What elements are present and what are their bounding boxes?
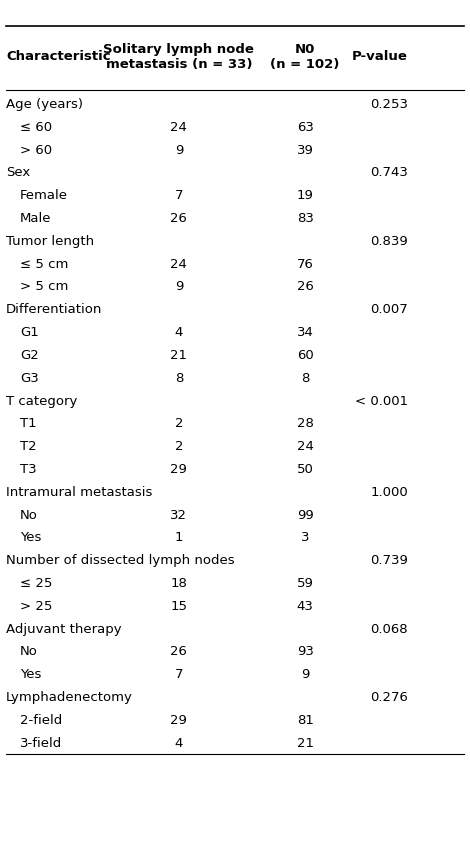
Text: 34: 34	[297, 326, 313, 339]
Text: 93: 93	[297, 645, 313, 658]
Text: 50: 50	[297, 462, 313, 475]
Text: 9: 9	[301, 668, 309, 681]
Text: 28: 28	[297, 417, 313, 430]
Text: T2: T2	[20, 439, 37, 453]
Text: 0.743: 0.743	[370, 166, 408, 179]
Text: N0
(n = 102): N0 (n = 102)	[270, 43, 340, 71]
Text: 0.253: 0.253	[370, 98, 408, 111]
Text: Lymphadenectomy: Lymphadenectomy	[6, 690, 133, 703]
Text: 3: 3	[301, 531, 309, 543]
Text: 3-field: 3-field	[20, 736, 63, 749]
Text: 2-field: 2-field	[20, 713, 63, 726]
Text: 0.839: 0.839	[370, 235, 408, 247]
Text: 76: 76	[297, 258, 313, 270]
Text: 24: 24	[297, 439, 313, 453]
Text: ≤ 5 cm: ≤ 5 cm	[20, 258, 69, 270]
Text: > 5 cm: > 5 cm	[20, 280, 69, 293]
Text: 26: 26	[171, 212, 188, 224]
Text: 8: 8	[175, 371, 183, 384]
Text: G1: G1	[20, 326, 39, 339]
Text: Intramural metastasis: Intramural metastasis	[6, 485, 152, 498]
Text: < 0.001: < 0.001	[355, 394, 408, 407]
Text: G3: G3	[20, 371, 39, 384]
Text: 1.000: 1.000	[370, 485, 408, 498]
Text: Tumor length: Tumor length	[6, 235, 94, 247]
Text: 0.007: 0.007	[370, 303, 408, 316]
Text: 26: 26	[297, 280, 313, 293]
Text: 26: 26	[171, 645, 188, 658]
Text: 0.276: 0.276	[370, 690, 408, 703]
Text: Age (years): Age (years)	[6, 98, 83, 111]
Text: No: No	[20, 645, 38, 658]
Text: 2: 2	[175, 439, 183, 453]
Text: Yes: Yes	[20, 531, 41, 543]
Text: 7: 7	[175, 189, 183, 202]
Text: 60: 60	[297, 349, 313, 362]
Text: Female: Female	[20, 189, 68, 202]
Text: 24: 24	[171, 258, 188, 270]
Text: 19: 19	[297, 189, 313, 202]
Text: > 25: > 25	[20, 599, 53, 612]
Text: T3: T3	[20, 462, 37, 475]
Text: 81: 81	[297, 713, 313, 726]
Text: 21: 21	[297, 736, 313, 749]
Text: 29: 29	[171, 713, 188, 726]
Text: No: No	[20, 508, 38, 521]
Text: 15: 15	[171, 599, 188, 612]
Text: Sex: Sex	[6, 166, 30, 179]
Text: 0.068: 0.068	[370, 622, 408, 635]
Text: T1: T1	[20, 417, 37, 430]
Text: P-value: P-value	[352, 50, 408, 63]
Text: Adjuvant therapy: Adjuvant therapy	[6, 622, 122, 635]
Text: Male: Male	[20, 212, 52, 224]
Text: 4: 4	[175, 326, 183, 339]
Text: Solitary lymph node
metastasis (n = 33): Solitary lymph node metastasis (n = 33)	[103, 43, 254, 71]
Text: 59: 59	[297, 577, 313, 589]
Text: ≤ 25: ≤ 25	[20, 577, 53, 589]
Text: > 60: > 60	[20, 143, 52, 156]
Text: 63: 63	[297, 120, 313, 134]
Text: 9: 9	[175, 143, 183, 156]
Text: 83: 83	[297, 212, 313, 224]
Text: 18: 18	[171, 577, 188, 589]
Text: Differentiation: Differentiation	[6, 303, 102, 316]
Text: 29: 29	[171, 462, 188, 475]
Text: 7: 7	[175, 668, 183, 681]
Text: Characteristic: Characteristic	[6, 50, 111, 63]
Text: 32: 32	[171, 508, 188, 521]
Text: Number of dissected lymph nodes: Number of dissected lymph nodes	[6, 554, 235, 566]
Text: 0.739: 0.739	[370, 554, 408, 566]
Text: 2: 2	[175, 417, 183, 430]
Text: G2: G2	[20, 349, 39, 362]
Text: ≤ 60: ≤ 60	[20, 120, 52, 134]
Text: 1: 1	[175, 531, 183, 543]
Text: 4: 4	[175, 736, 183, 749]
Text: 43: 43	[297, 599, 313, 612]
Text: 99: 99	[297, 508, 313, 521]
Text: Yes: Yes	[20, 668, 41, 681]
Text: 8: 8	[301, 371, 309, 384]
Text: 24: 24	[171, 120, 188, 134]
Text: 39: 39	[297, 143, 313, 156]
Text: 21: 21	[171, 349, 188, 362]
Text: T category: T category	[6, 394, 78, 407]
Text: 9: 9	[175, 280, 183, 293]
